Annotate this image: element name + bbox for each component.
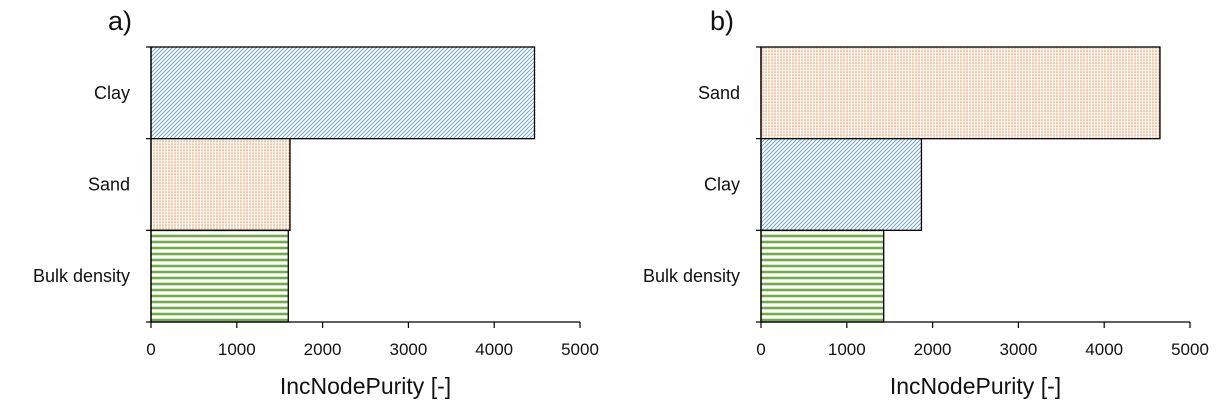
bar-bulk-density <box>760 229 885 323</box>
panel-b: Sand Clay Bulk density 0 1000 2000 3000 4000 500… <box>643 6 1209 399</box>
x-tick-label: 1000 <box>828 340 866 359</box>
x-tick-label: 5000 <box>1171 340 1209 359</box>
bar-clay <box>760 138 923 231</box>
panel-a: Clay Sand Bulk density 0 1000 2000 3000 4000 500… <box>33 6 599 399</box>
x-tick-label: 0 <box>146 340 155 359</box>
x-tick-label: 3000 <box>389 340 427 359</box>
bar-sand <box>150 138 291 231</box>
category-label-sand: Sand <box>88 175 130 195</box>
category-label-bulk-density: Bulk density <box>643 266 740 286</box>
panel-label: b) <box>710 6 734 36</box>
x-tick-label: 2000 <box>304 340 342 359</box>
x-tick-label: 2000 <box>914 340 952 359</box>
x-tick-label: 0 <box>756 340 765 359</box>
bar-clay <box>150 46 536 140</box>
bar-bulk-density <box>150 229 289 323</box>
category-label-clay: Clay <box>94 83 130 103</box>
x-axis-title: IncNodePurity [-] <box>280 373 451 399</box>
x-tick-label: 1000 <box>218 340 256 359</box>
category-label-clay: Clay <box>704 175 740 195</box>
category-label-bulk-density: Bulk density <box>33 266 130 286</box>
category-label-sand: Sand <box>698 83 740 103</box>
x-tick-label: 3000 <box>999 340 1037 359</box>
x-axis-title: IncNodePurity [-] <box>890 373 1061 399</box>
x-tick-label: 4000 <box>475 340 513 359</box>
x-tick-label: 4000 <box>1085 340 1123 359</box>
x-tick-label: 5000 <box>561 340 599 359</box>
bar-sand <box>760 46 1161 140</box>
panel-label: a) <box>108 6 132 36</box>
